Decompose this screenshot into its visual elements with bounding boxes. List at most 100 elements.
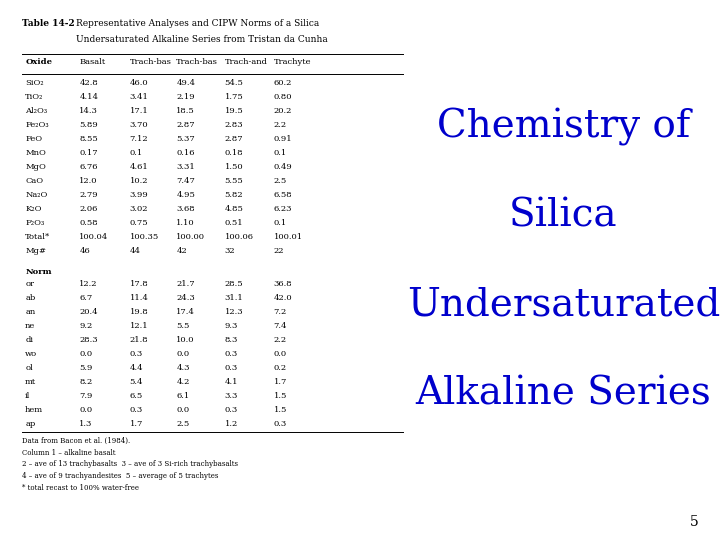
Text: Data from Bacon et al. (1984).: Data from Bacon et al. (1984). [22,437,130,445]
Text: MnO: MnO [25,149,46,157]
Text: 0.1: 0.1 [274,149,287,157]
Text: Trachyte: Trachyte [274,58,311,66]
Text: 18.5: 18.5 [176,107,195,114]
Text: 2.06: 2.06 [79,205,98,213]
Text: 54.5: 54.5 [225,79,243,86]
Text: 20.4: 20.4 [79,308,98,316]
Text: 3.68: 3.68 [176,205,195,213]
Text: wo: wo [25,350,37,358]
Text: 0.91: 0.91 [274,135,292,143]
Text: 17.4: 17.4 [176,308,195,316]
Text: Undersaturated: Undersaturated [407,286,720,323]
Text: 2.79: 2.79 [79,191,98,199]
Text: 9.3: 9.3 [225,322,238,330]
Text: 5.9: 5.9 [79,364,93,372]
Text: K₂O: K₂O [25,205,42,213]
Text: 6.23: 6.23 [274,205,292,213]
Text: 36.8: 36.8 [274,280,292,288]
Text: 2 – ave of 13 trachybasalts  3 – ave of 3 Si-rich trachybasalts: 2 – ave of 13 trachybasalts 3 – ave of 3… [22,461,238,469]
Text: 100.01: 100.01 [274,233,302,241]
Text: 2.5: 2.5 [274,177,287,185]
Text: 100.04: 100.04 [79,233,109,241]
Text: 7.4: 7.4 [274,322,287,330]
Text: 2.87: 2.87 [176,121,195,129]
Text: 2.83: 2.83 [225,121,243,129]
Text: 0.0: 0.0 [176,406,189,414]
Text: 10.2: 10.2 [130,177,148,185]
Text: MgO: MgO [25,163,46,171]
Text: 31.1: 31.1 [225,294,243,302]
Text: Na₂O: Na₂O [25,191,48,199]
Text: 5.82: 5.82 [225,191,243,199]
Text: 5: 5 [690,515,698,529]
Text: 5.4: 5.4 [130,378,143,386]
Text: 0.18: 0.18 [225,149,243,157]
Text: SiO₂: SiO₂ [25,79,44,86]
Text: 12.1: 12.1 [130,322,148,330]
Text: 24.3: 24.3 [176,294,195,302]
Text: Representative Analyses and CIPW Norms of a Silica: Representative Analyses and CIPW Norms o… [76,19,319,28]
Text: 8.3: 8.3 [225,336,238,344]
Text: 42.0: 42.0 [274,294,292,302]
Text: 0.16: 0.16 [176,149,195,157]
Text: 0.1: 0.1 [130,149,143,157]
Text: Alkaline Series: Alkaline Series [415,375,711,413]
Text: 32: 32 [225,247,235,255]
Text: Chemistry of: Chemistry of [437,108,690,146]
Text: 4.14: 4.14 [79,93,98,100]
Text: 100.35: 100.35 [130,233,159,241]
Text: Undersaturated Alkaline Series from Tristan da Cunha: Undersaturated Alkaline Series from Tris… [76,35,328,44]
Text: 14.3: 14.3 [79,107,98,114]
Text: Silica: Silica [509,197,618,234]
Text: TiO₂: TiO₂ [25,93,44,100]
Text: 2.19: 2.19 [176,93,195,100]
Text: 1.2: 1.2 [225,420,238,428]
Text: 21.8: 21.8 [130,336,148,344]
Text: Norm: Norm [25,268,52,275]
Text: 3.3: 3.3 [225,392,238,400]
Text: Trach-and: Trach-and [225,58,268,66]
Text: 6.7: 6.7 [79,294,92,302]
Text: 6.58: 6.58 [274,191,292,199]
Text: 4.95: 4.95 [176,191,195,199]
Text: 20.2: 20.2 [274,107,292,114]
Text: 12.3: 12.3 [225,308,243,316]
Text: 6.1: 6.1 [176,392,189,400]
Text: 3.02: 3.02 [130,205,148,213]
Text: mt: mt [25,378,37,386]
Text: 12.0: 12.0 [79,177,98,185]
Text: 5.37: 5.37 [176,135,195,143]
Text: 4.85: 4.85 [225,205,243,213]
Text: 44: 44 [130,247,140,255]
Text: 3.41: 3.41 [130,93,148,100]
Text: 9.2: 9.2 [79,322,92,330]
Text: 42: 42 [176,247,187,255]
Text: 2.2: 2.2 [274,121,287,129]
Text: 49.4: 49.4 [176,79,195,86]
Text: 6.5: 6.5 [130,392,143,400]
Text: 0.3: 0.3 [225,350,238,358]
Text: 0.1: 0.1 [274,219,287,227]
Text: 21.7: 21.7 [176,280,195,288]
Text: 1.3: 1.3 [79,420,93,428]
Text: ab: ab [25,294,35,302]
Text: 28.5: 28.5 [225,280,243,288]
Text: Column 1 – alkaline basalt: Column 1 – alkaline basalt [22,449,115,457]
Text: 17.8: 17.8 [130,280,148,288]
Text: 0.58: 0.58 [79,219,98,227]
Text: 1.5: 1.5 [274,392,287,400]
Text: 0.3: 0.3 [225,364,238,372]
Text: 7.2: 7.2 [274,308,287,316]
Text: 12.2: 12.2 [79,280,98,288]
Text: 5.89: 5.89 [79,121,98,129]
Text: 0.0: 0.0 [274,350,287,358]
Text: Trach-bas: Trach-bas [176,58,218,66]
Text: 0.0: 0.0 [79,406,92,414]
Text: 0.2: 0.2 [274,364,287,372]
Text: 4.3: 4.3 [176,364,190,372]
Text: 3.31: 3.31 [176,163,195,171]
Text: 42.8: 42.8 [79,79,98,86]
Text: 60.2: 60.2 [274,79,292,86]
Text: 1.75: 1.75 [225,93,243,100]
Text: 46.0: 46.0 [130,79,148,86]
